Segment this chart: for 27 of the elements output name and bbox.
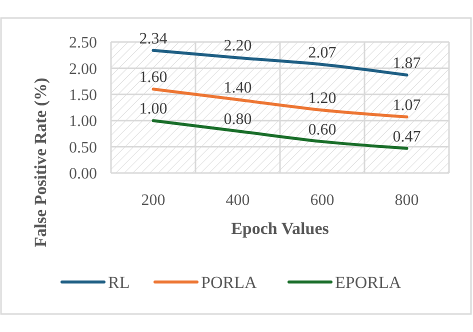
legend-label: RL bbox=[108, 272, 130, 292]
y-tick-label: 0.50 bbox=[69, 139, 97, 156]
y-tick-label: 2.00 bbox=[69, 60, 97, 78]
data-label: 2.20 bbox=[224, 38, 252, 55]
data-label: 1.40 bbox=[224, 80, 252, 97]
legend-label: EPORLA bbox=[335, 272, 402, 292]
y-tick-label: 2.50 bbox=[69, 34, 97, 52]
data-label: 1.07 bbox=[392, 96, 421, 114]
data-label: 0.80 bbox=[224, 111, 252, 128]
data-label: 0.47 bbox=[392, 128, 421, 146]
y-tick-label: 0.00 bbox=[69, 166, 97, 183]
legend-label: PORLA bbox=[201, 272, 258, 292]
data-label: 2.07 bbox=[308, 44, 336, 62]
x-tick-label: 800 bbox=[394, 192, 419, 209]
y-tick-label: 1.00 bbox=[69, 113, 97, 130]
data-label: 0.60 bbox=[308, 122, 336, 139]
data-label: 2.34 bbox=[139, 30, 168, 48]
data-label: 1.60 bbox=[139, 69, 168, 86]
data-label: 1.00 bbox=[139, 100, 168, 118]
y-tick-label: 1.50 bbox=[69, 87, 97, 104]
x-tick-label: 600 bbox=[310, 192, 334, 209]
x-tick-label: 400 bbox=[226, 192, 250, 209]
y-axis-title: False Positive Rate (%) bbox=[31, 78, 50, 248]
data-label: 1.87 bbox=[392, 55, 421, 72]
x-axis-title: Epoch Values bbox=[231, 219, 330, 238]
x-tick-label: 200 bbox=[141, 192, 166, 209]
data-label: 1.20 bbox=[308, 90, 336, 108]
